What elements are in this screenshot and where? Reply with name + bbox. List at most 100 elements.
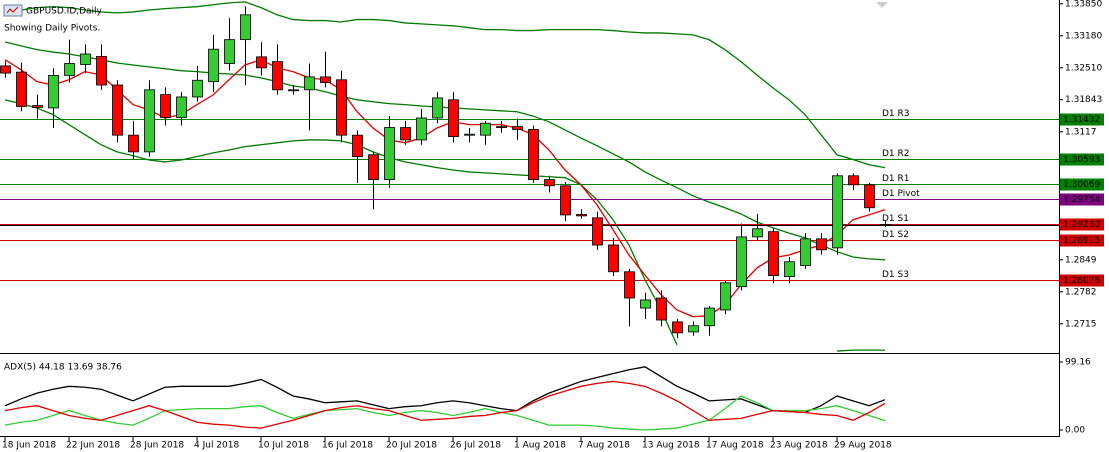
pivot-price-box [1060,153,1104,166]
y-tick-label: 1.2715 [1065,319,1097,329]
x-tick-label: 1 Aug 2018 [514,441,566,451]
indicator-line [4,380,886,429]
candle-body [688,325,699,333]
y-tick-label: 1.31843 [1065,95,1102,105]
pivot-price-label: 1.30069 [1063,180,1100,190]
x-tick-label: 13 Aug 2018 [642,441,700,451]
candle-body [32,105,43,108]
candle-body [224,39,235,64]
candle-body [608,244,619,273]
indicator-line [4,366,886,414]
candle-body [448,99,459,137]
indicator-line [4,395,886,431]
candle-body [160,94,171,118]
candle-body [880,224,891,226]
candle-body [752,228,763,238]
candle-body [192,79,203,98]
pivot-price-box [1060,274,1104,287]
candle-body [560,185,571,216]
candle-body [544,179,555,187]
x-tick-label: 4 Jul 2018 [194,441,239,451]
candle-body [80,53,91,65]
candle-body [96,55,107,86]
shift-marker [876,2,888,8]
candle-body [480,122,491,136]
pivot-price-label: 1.30593 [1063,155,1100,165]
candle-body [656,297,667,321]
pivot-price-label: 1.29754 [1063,195,1100,205]
candle-body [336,79,347,136]
candle-body [304,76,315,91]
y-tick-label: 1.33850 [1065,0,1102,9]
x-tick-label: 26 Jul 2018 [450,441,501,451]
candle-body [816,238,827,251]
pivot-label: D1 Pivot [882,189,920,199]
candle-body [416,117,427,141]
y-tick-label: 1.33180 [1065,31,1102,41]
candle-body [112,84,123,136]
candle-body [400,127,411,141]
x-tick-label: 16 Jul 2018 [322,441,373,451]
x-tick-label: 22 Jun 2018 [66,441,120,451]
pivot-label: D1 S2 [882,230,909,240]
candle-body [736,236,747,287]
pivot-price-label: 1.31432 [1063,115,1100,125]
pivot-price-box [1060,234,1104,247]
candle-body [176,96,187,118]
candle-body [464,133,475,136]
x-tick-label: 23 Aug 2018 [770,441,828,451]
x-tick-label: 10 Jul 2018 [258,441,309,451]
candle-body [256,56,267,69]
pivot-label: D1 R1 [882,174,910,184]
candle-body [272,61,283,91]
adx-pane [4,366,886,431]
pivot-price-label: 1.28076 [1063,276,1100,286]
candle-body [496,126,507,128]
pivot-price-label: 1.29230 [1063,220,1100,230]
pivot-price-box [1060,113,1104,126]
candle-body [64,63,75,76]
pivot-price-box [1060,193,1104,206]
price-pane: D1 R3 D1 R2 D1 R1 D1 Pivot D1 S1 D1 S2 D1 S3 [0,1,1059,352]
pivot-label: D1 S3 [882,270,909,280]
candle-body [704,307,715,327]
x-tick-label: 20 Jul 2018 [386,441,437,451]
candle-body [320,76,331,84]
x-tick-label: 28 Jun 2018 [130,441,184,451]
candle-body [672,321,683,334]
x-tick-label: 29 Aug 2018 [834,441,892,451]
candle-body [640,299,651,309]
candle-body [784,261,795,277]
candle-body [624,271,635,299]
candle-body [352,134,363,158]
pivot-label: D1 R2 [882,149,910,159]
candle-body [144,89,155,153]
pivot-price-box [1060,218,1104,231]
x-tick-label: 17 Aug 2018 [706,441,764,451]
candle-body [368,154,379,180]
candle-body [432,97,443,119]
pivot-price-box [1060,178,1104,191]
y-tick-label: 1.32510 [1065,63,1102,73]
candle-body [128,134,139,153]
candle-body [512,126,523,130]
y-tick-label: 1.3117 [1065,127,1097,137]
candle-body [384,127,395,180]
candle-body [592,217,603,246]
candle-body [16,71,27,107]
indicator-line [4,1,886,169]
pivot-label: D1 S1 [882,214,909,224]
y-tick-label: 1.2849 [1065,255,1097,265]
candle-body [720,282,731,311]
indicator-title: ADX(5) 44.18 13.69 38.76 [4,363,122,373]
y-tick-label: 1.2782 [1065,287,1097,297]
chart-subtitle: Showing Daily Pivots. [4,24,100,34]
candle-body [864,184,875,209]
symbol-icon [3,4,23,17]
y-tick-label: 0.00 [1065,426,1085,436]
candle-body [240,14,251,41]
x-tick-label: 7 Aug 2018 [578,441,630,451]
candle-body [288,89,299,92]
pivot-label: D1 R3 [882,109,910,119]
